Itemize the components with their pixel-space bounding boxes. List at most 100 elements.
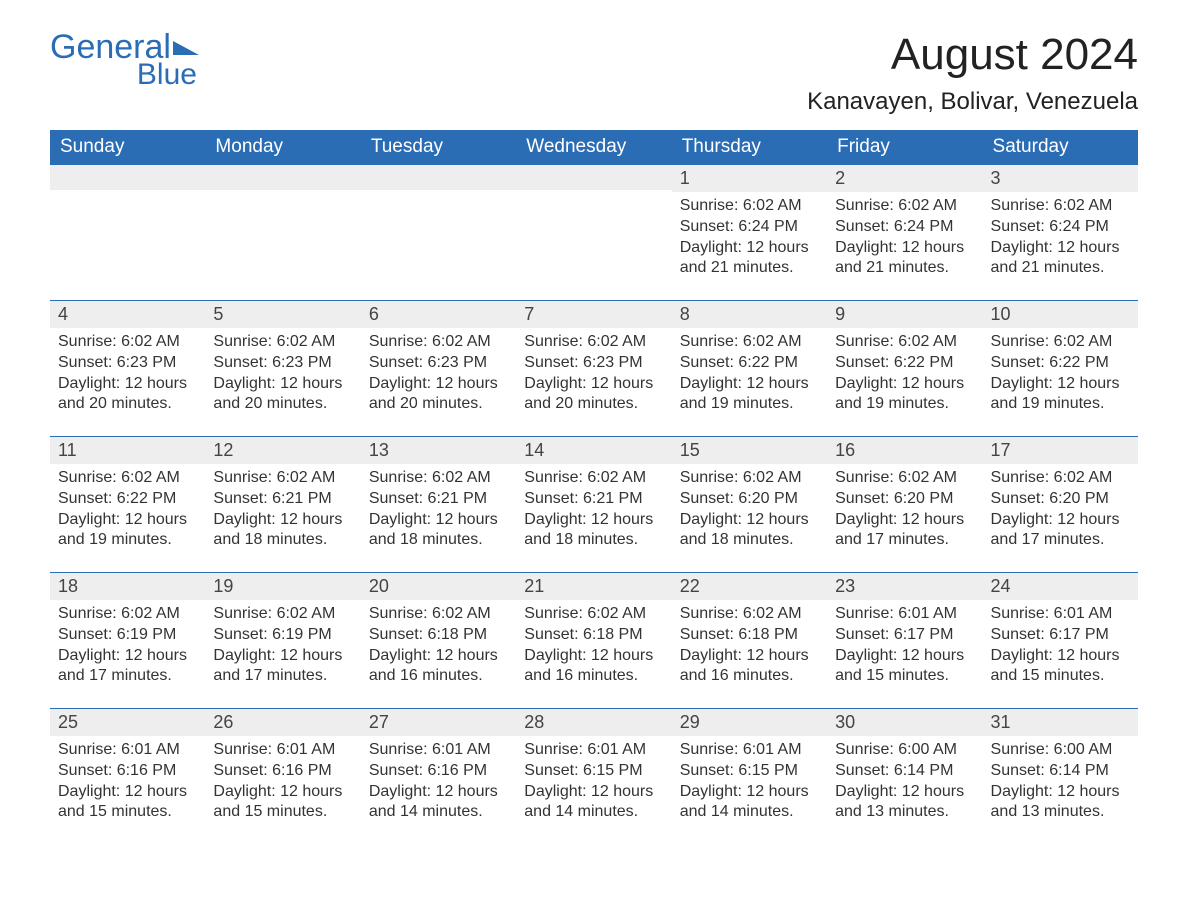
day-details: Sunrise: 6:02 AMSunset: 6:20 PMDaylight:… bbox=[827, 464, 982, 559]
sunset-line: Sunset: 6:14 PM bbox=[991, 761, 1130, 782]
sunrise-line: Sunrise: 6:01 AM bbox=[369, 740, 508, 761]
sunrise-line: Sunrise: 6:02 AM bbox=[58, 468, 197, 489]
sunset-line: Sunset: 6:20 PM bbox=[680, 489, 819, 510]
day-number: 10 bbox=[983, 300, 1138, 328]
daylight-line: Daylight: 12 hours and 21 minutes. bbox=[991, 238, 1130, 280]
calendar-cell: 15Sunrise: 6:02 AMSunset: 6:20 PMDayligh… bbox=[672, 436, 827, 572]
day-number-bar-empty bbox=[205, 164, 360, 190]
sunrise-line: Sunrise: 6:00 AM bbox=[835, 740, 974, 761]
sunrise-line: Sunrise: 6:02 AM bbox=[213, 604, 352, 625]
calendar-cell: 29Sunrise: 6:01 AMSunset: 6:15 PMDayligh… bbox=[672, 708, 827, 844]
day-details: Sunrise: 6:01 AMSunset: 6:16 PMDaylight:… bbox=[50, 736, 205, 831]
sunset-line: Sunset: 6:22 PM bbox=[991, 353, 1130, 374]
sunset-line: Sunset: 6:23 PM bbox=[58, 353, 197, 374]
header: General Blue August 2024 Kanavayen, Boli… bbox=[50, 30, 1138, 126]
day-details: Sunrise: 6:02 AMSunset: 6:23 PMDaylight:… bbox=[361, 328, 516, 423]
day-number: 29 bbox=[672, 708, 827, 736]
calendar-cell: 2Sunrise: 6:02 AMSunset: 6:24 PMDaylight… bbox=[827, 164, 982, 300]
calendar-cell: 28Sunrise: 6:01 AMSunset: 6:15 PMDayligh… bbox=[516, 708, 671, 844]
sunset-line: Sunset: 6:14 PM bbox=[835, 761, 974, 782]
day-number: 9 bbox=[827, 300, 982, 328]
calendar-cell bbox=[516, 164, 671, 300]
sunset-line: Sunset: 6:24 PM bbox=[680, 217, 819, 238]
sunset-line: Sunset: 6:21 PM bbox=[369, 489, 508, 510]
daylight-line: Daylight: 12 hours and 18 minutes. bbox=[213, 510, 352, 552]
calendar-cell: 11Sunrise: 6:02 AMSunset: 6:22 PMDayligh… bbox=[50, 436, 205, 572]
daylight-line: Daylight: 12 hours and 20 minutes. bbox=[213, 374, 352, 416]
calendar-cell: 5Sunrise: 6:02 AMSunset: 6:23 PMDaylight… bbox=[205, 300, 360, 436]
daylight-line: Daylight: 12 hours and 15 minutes. bbox=[835, 646, 974, 688]
sunset-line: Sunset: 6:18 PM bbox=[524, 625, 663, 646]
sunrise-line: Sunrise: 6:01 AM bbox=[835, 604, 974, 625]
daylight-line: Daylight: 12 hours and 17 minutes. bbox=[835, 510, 974, 552]
calendar-cell: 12Sunrise: 6:02 AMSunset: 6:21 PMDayligh… bbox=[205, 436, 360, 572]
sunrise-line: Sunrise: 6:02 AM bbox=[524, 468, 663, 489]
day-number: 6 bbox=[361, 300, 516, 328]
day-details: Sunrise: 6:02 AMSunset: 6:19 PMDaylight:… bbox=[50, 600, 205, 695]
calendar-cell: 16Sunrise: 6:02 AMSunset: 6:20 PMDayligh… bbox=[827, 436, 982, 572]
sunrise-line: Sunrise: 6:02 AM bbox=[835, 468, 974, 489]
day-details: Sunrise: 6:01 AMSunset: 6:17 PMDaylight:… bbox=[827, 600, 982, 695]
day-details: Sunrise: 6:02 AMSunset: 6:23 PMDaylight:… bbox=[50, 328, 205, 423]
sunrise-line: Sunrise: 6:02 AM bbox=[991, 332, 1130, 353]
day-number: 23 bbox=[827, 572, 982, 600]
calendar-cell: 25Sunrise: 6:01 AMSunset: 6:16 PMDayligh… bbox=[50, 708, 205, 844]
sunset-line: Sunset: 6:20 PM bbox=[991, 489, 1130, 510]
sunset-line: Sunset: 6:19 PM bbox=[58, 625, 197, 646]
daylight-line: Daylight: 12 hours and 15 minutes. bbox=[213, 782, 352, 824]
daylight-line: Daylight: 12 hours and 14 minutes. bbox=[524, 782, 663, 824]
sunset-line: Sunset: 6:16 PM bbox=[58, 761, 197, 782]
day-details: Sunrise: 6:02 AMSunset: 6:22 PMDaylight:… bbox=[672, 328, 827, 423]
day-number: 12 bbox=[205, 436, 360, 464]
location-subtitle: Kanavayen, Bolivar, Venezuela bbox=[807, 88, 1138, 116]
day-number-bar-empty bbox=[50, 164, 205, 190]
brand-bottom: Blue bbox=[50, 60, 199, 90]
sunrise-line: Sunrise: 6:02 AM bbox=[213, 332, 352, 353]
calendar-row: 4Sunrise: 6:02 AMSunset: 6:23 PMDaylight… bbox=[50, 300, 1138, 436]
sunset-line: Sunset: 6:18 PM bbox=[369, 625, 508, 646]
calendar-cell: 7Sunrise: 6:02 AMSunset: 6:23 PMDaylight… bbox=[516, 300, 671, 436]
calendar-row: 1Sunrise: 6:02 AMSunset: 6:24 PMDaylight… bbox=[50, 164, 1138, 300]
day-number: 20 bbox=[361, 572, 516, 600]
calendar-table: SundayMondayTuesdayWednesdayThursdayFrid… bbox=[50, 130, 1138, 844]
day-number: 24 bbox=[983, 572, 1138, 600]
day-details: Sunrise: 6:00 AMSunset: 6:14 PMDaylight:… bbox=[827, 736, 982, 831]
day-details: Sunrise: 6:02 AMSunset: 6:23 PMDaylight:… bbox=[516, 328, 671, 423]
daylight-line: Daylight: 12 hours and 18 minutes. bbox=[680, 510, 819, 552]
sunrise-line: Sunrise: 6:01 AM bbox=[680, 740, 819, 761]
day-details: Sunrise: 6:02 AMSunset: 6:18 PMDaylight:… bbox=[516, 600, 671, 695]
day-number: 14 bbox=[516, 436, 671, 464]
sunset-line: Sunset: 6:22 PM bbox=[835, 353, 974, 374]
day-number: 5 bbox=[205, 300, 360, 328]
sunset-line: Sunset: 6:23 PM bbox=[369, 353, 508, 374]
day-details: Sunrise: 6:01 AMSunset: 6:17 PMDaylight:… bbox=[983, 600, 1138, 695]
day-details: Sunrise: 6:00 AMSunset: 6:14 PMDaylight:… bbox=[983, 736, 1138, 831]
calendar-cell: 9Sunrise: 6:02 AMSunset: 6:22 PMDaylight… bbox=[827, 300, 982, 436]
calendar-cell: 27Sunrise: 6:01 AMSunset: 6:16 PMDayligh… bbox=[361, 708, 516, 844]
sunset-line: Sunset: 6:24 PM bbox=[991, 217, 1130, 238]
title-block: August 2024 Kanavayen, Bolivar, Venezuel… bbox=[807, 30, 1138, 126]
calendar-cell: 21Sunrise: 6:02 AMSunset: 6:18 PMDayligh… bbox=[516, 572, 671, 708]
day-details: Sunrise: 6:02 AMSunset: 6:22 PMDaylight:… bbox=[827, 328, 982, 423]
calendar-row: 18Sunrise: 6:02 AMSunset: 6:19 PMDayligh… bbox=[50, 572, 1138, 708]
calendar-cell: 1Sunrise: 6:02 AMSunset: 6:24 PMDaylight… bbox=[672, 164, 827, 300]
calendar-cell: 3Sunrise: 6:02 AMSunset: 6:24 PMDaylight… bbox=[983, 164, 1138, 300]
sunset-line: Sunset: 6:15 PM bbox=[680, 761, 819, 782]
day-number: 8 bbox=[672, 300, 827, 328]
sunrise-line: Sunrise: 6:01 AM bbox=[524, 740, 663, 761]
calendar-cell: 30Sunrise: 6:00 AMSunset: 6:14 PMDayligh… bbox=[827, 708, 982, 844]
calendar-cell bbox=[205, 164, 360, 300]
sunset-line: Sunset: 6:19 PM bbox=[213, 625, 352, 646]
daylight-line: Daylight: 12 hours and 13 minutes. bbox=[991, 782, 1130, 824]
daylight-line: Daylight: 12 hours and 16 minutes. bbox=[369, 646, 508, 688]
day-number: 11 bbox=[50, 436, 205, 464]
weekday-header-row: SundayMondayTuesdayWednesdayThursdayFrid… bbox=[50, 130, 1138, 164]
day-number: 30 bbox=[827, 708, 982, 736]
sunrise-line: Sunrise: 6:02 AM bbox=[680, 468, 819, 489]
day-number: 31 bbox=[983, 708, 1138, 736]
sunset-line: Sunset: 6:17 PM bbox=[835, 625, 974, 646]
sunrise-line: Sunrise: 6:01 AM bbox=[58, 740, 197, 761]
weekday-header: Friday bbox=[827, 130, 982, 164]
sunrise-line: Sunrise: 6:02 AM bbox=[524, 332, 663, 353]
daylight-line: Daylight: 12 hours and 16 minutes. bbox=[524, 646, 663, 688]
